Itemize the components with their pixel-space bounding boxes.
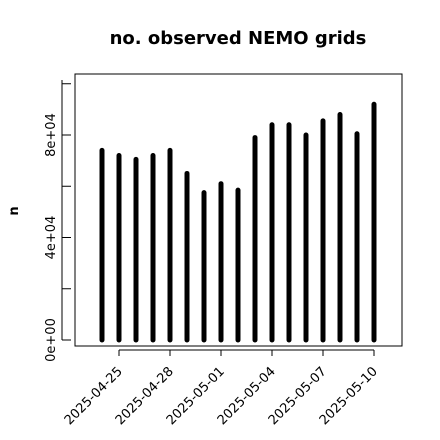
y-axis-label: n [7,206,22,215]
y-axis: 0e+00 4e+04 8e+04 [44,80,71,362]
bar-series [99,101,377,343]
chart-title: no. observed NEMO grids [110,28,367,49]
x-axis: 2025-04-252025-04-282025-05-012025-05-04… [62,349,381,428]
y-tick-label: 0e+00 [44,318,59,362]
y-tick-label: 4e+04 [44,216,59,260]
plot-frame [74,73,403,347]
y-tick-label: 8e+04 [44,113,59,157]
